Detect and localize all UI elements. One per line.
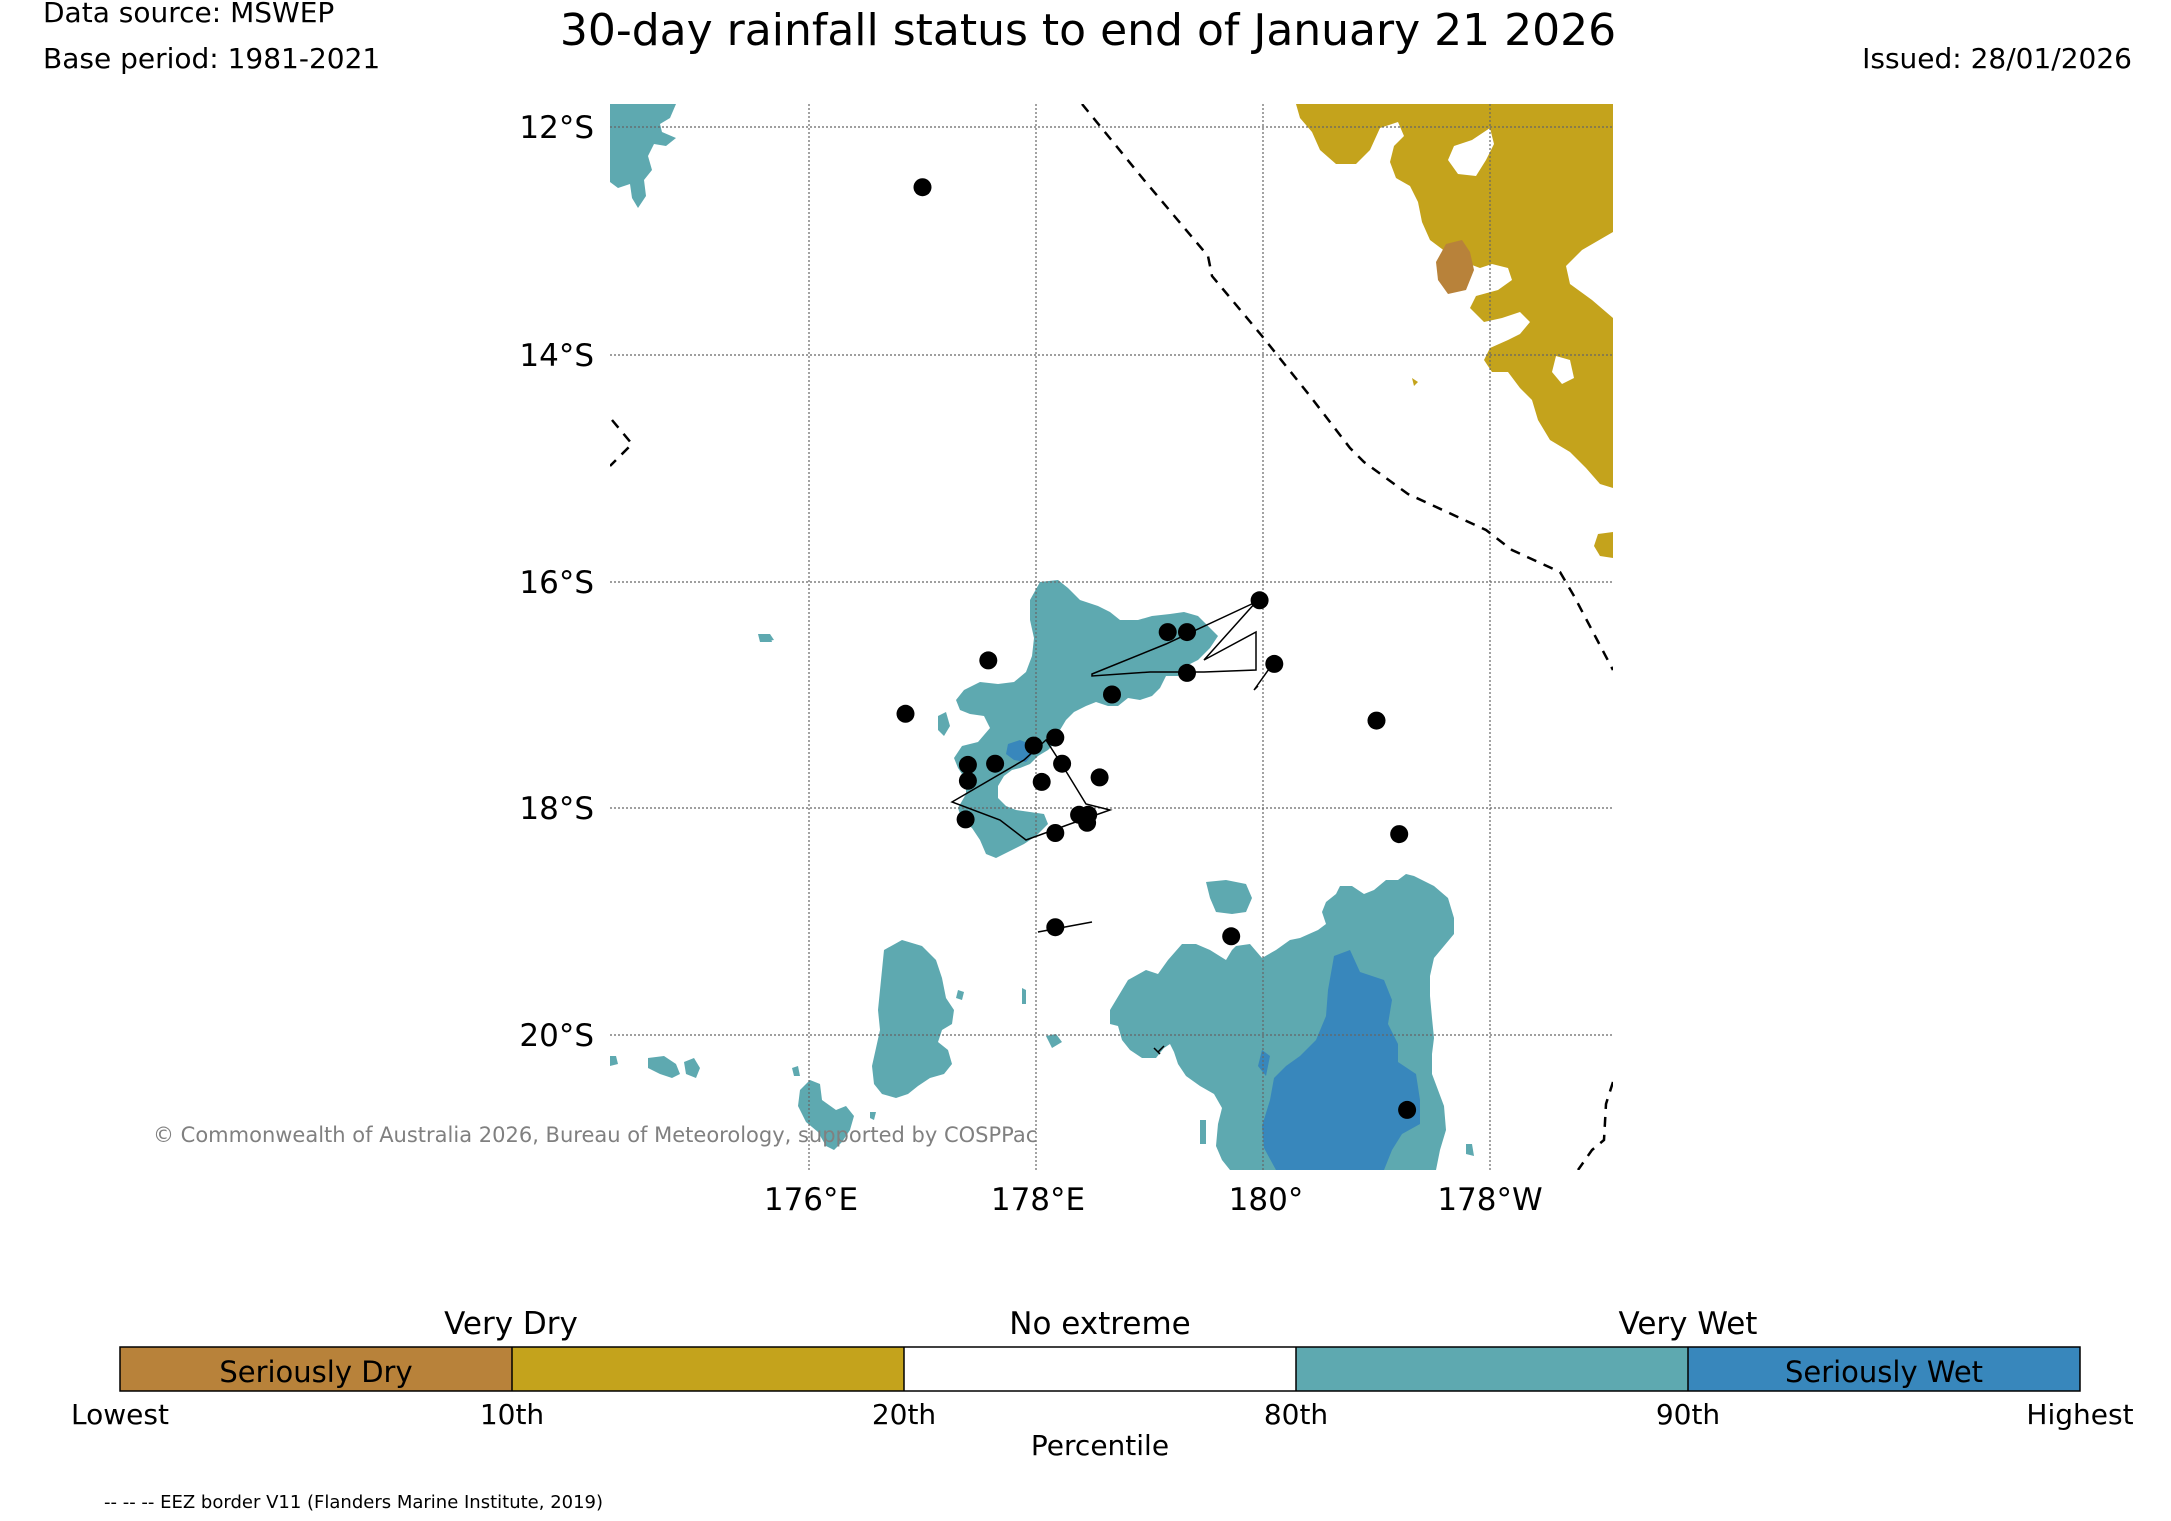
legend-tick-label: 10th (480, 1398, 544, 1431)
legend-tick-label: Lowest (71, 1398, 169, 1431)
lat-label: 14°S (519, 338, 594, 374)
station-marker (956, 810, 975, 829)
longitude-labels: 176°E 178°E 180° 178°W (764, 1182, 1543, 1218)
station-marker (913, 178, 932, 197)
graticule (610, 104, 1613, 1170)
legend-colorbar: Seriously Dry Seriously Wet (119, 1346, 2081, 1392)
legend-group-labels: Very Dry No extreme Very Wet (444, 1306, 1757, 1342)
station-marker (1158, 623, 1177, 642)
station-marker (896, 704, 915, 723)
station-marker (1250, 591, 1269, 610)
very-dry-region (1296, 104, 1613, 558)
station-marker (958, 771, 977, 790)
legend-group-very-dry: Very Dry (444, 1306, 578, 1342)
data-source-text: Data source: MSWEP (43, 0, 334, 29)
base-period-text: Base period: 1981-2021 (43, 42, 380, 75)
latitude-labels: 12°S 14°S 16°S 18°S 20°S (519, 110, 594, 1054)
legend-bin-seriously-wet (1688, 1347, 2080, 1391)
station-marker (1078, 813, 1097, 832)
legend-bin-label-seriously-dry: Seriously Dry (219, 1355, 412, 1389)
lat-label: 18°S (519, 791, 594, 827)
station-marker (1046, 918, 1065, 937)
legend-bin-very-wet (1296, 1347, 1688, 1391)
station-marker (1178, 663, 1196, 682)
station-marker (1103, 685, 1121, 704)
lat-label: 16°S (519, 565, 594, 601)
legend-bin-no-extreme (904, 1347, 1296, 1391)
station-marker (986, 754, 1005, 773)
lon-label: 178°W (1437, 1182, 1542, 1218)
station-marker (1032, 772, 1051, 791)
lon-label: 178°E (991, 1182, 1085, 1218)
station-marker (1265, 654, 1284, 673)
station-marker (1398, 1100, 1417, 1119)
lat-label: 12°S (519, 110, 594, 146)
legend-group-very-wet: Very Wet (1619, 1306, 1758, 1342)
legend-tick-label: 20th (872, 1398, 936, 1431)
station-marker (1090, 768, 1109, 787)
seriously-dry-region (1436, 240, 1474, 294)
legend-bin-very-dry (512, 1347, 904, 1391)
station-marker (1024, 736, 1043, 755)
station-markers (896, 178, 1417, 1119)
station-marker (1222, 927, 1241, 946)
lat-label: 20°S (519, 1018, 594, 1054)
lon-label: 176°E (764, 1182, 858, 1218)
station-marker (1390, 825, 1409, 844)
legend-group-no-extreme: No extreme (1009, 1306, 1190, 1342)
map-area (610, 104, 1613, 1170)
station-marker (1046, 728, 1065, 747)
legend-tick-label: 90th (1656, 1398, 1720, 1431)
station-marker (1367, 711, 1386, 730)
station-marker (979, 651, 998, 670)
legend-tick-label: 80th (1264, 1398, 1328, 1431)
copyright-text: © Commonwealth of Australia 2026, Bureau… (153, 1123, 1037, 1147)
station-marker (1053, 754, 1072, 773)
station-marker (1046, 824, 1065, 842)
eez-border (610, 104, 1613, 1170)
legend-bin-label-seriously-wet: Seriously Wet (1785, 1355, 1983, 1389)
legend-tick-label: Highest (2026, 1398, 2133, 1431)
station-marker (1178, 623, 1196, 642)
eez-footnote: -- -- -- EEZ border V11 (Flanders Marine… (104, 1492, 603, 1513)
lon-label: 180° (1229, 1182, 1304, 1218)
legend-bin-seriously-dry (120, 1347, 512, 1391)
station-marker (958, 755, 977, 774)
legend-axis-label: Percentile (1031, 1429, 1169, 1462)
legend-tick-labels: Lowest 10th 20th 80th 90th Highest (71, 1398, 2134, 1431)
page-title: 30-day rainfall status to end of January… (560, 5, 1616, 56)
issued-date-text: Issued: 28/01/2026 (1862, 42, 2132, 75)
